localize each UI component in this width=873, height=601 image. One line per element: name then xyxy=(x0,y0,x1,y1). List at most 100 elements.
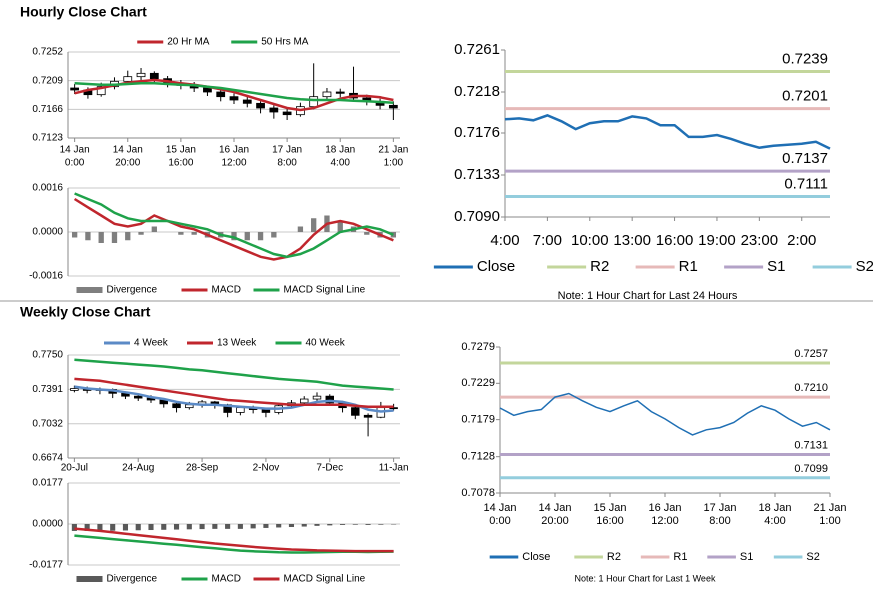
x-tick-label: 16:00 xyxy=(168,158,193,169)
x-tick-label: 4:00 xyxy=(490,232,519,249)
divergence-bar xyxy=(125,232,131,241)
x-tick-label: 14 Jan xyxy=(483,502,516,514)
chart-note: Note: 1 Hour Chart for Last 24 Hours xyxy=(558,290,738,302)
divergence-bar xyxy=(71,232,78,238)
candle-body xyxy=(236,407,245,413)
legend-label: MACD Signal Line xyxy=(284,574,366,585)
x-tick-label: 16:00 xyxy=(656,232,694,249)
y-tick-label: 0.7750 xyxy=(32,350,63,361)
x-tick-label: 21 Jan xyxy=(813,502,846,514)
divergence-bar xyxy=(297,226,304,232)
x-tick-label: 16:00 xyxy=(596,515,624,527)
legend-label: MACD xyxy=(212,574,241,585)
candle-body xyxy=(363,414,373,418)
y-tick-label: 0.7090 xyxy=(454,208,500,225)
y-tick-label: 0.0016 xyxy=(32,183,63,194)
x-tick-label: 16 Jan xyxy=(219,145,249,156)
y-tick-label: 0.7218 xyxy=(454,83,500,100)
candle-body xyxy=(136,72,146,78)
x-tick-label: 17 Jan xyxy=(272,145,302,156)
legend-label: 13 Week xyxy=(217,338,257,349)
divergence-bar xyxy=(352,524,358,525)
candle-body xyxy=(269,107,279,113)
candle-body xyxy=(325,395,335,404)
x-tick-label: 4:00 xyxy=(331,158,351,169)
level-label: 0.7201 xyxy=(782,88,828,105)
y-tick-label: 0.7229 xyxy=(461,377,495,389)
divergence-bar xyxy=(186,524,192,530)
x-tick-label: 23:00 xyxy=(741,232,779,249)
y-tick-label: -0.0016 xyxy=(29,271,63,282)
x-tick-label: 17 Jan xyxy=(703,502,736,514)
level-label: 0.7111 xyxy=(784,175,828,192)
y-tick-label: 0.7209 xyxy=(32,75,63,86)
x-tick-label: 10:00 xyxy=(571,232,609,249)
legend-label: MACD Signal Line xyxy=(284,285,366,296)
divergence-bar xyxy=(110,524,116,531)
x-tick-label: 7:00 xyxy=(533,232,562,249)
x-tick-label: 8:00 xyxy=(709,515,730,527)
legend-swatch xyxy=(76,287,103,293)
x-tick-label: 1:00 xyxy=(819,515,840,527)
legend-label: S1 xyxy=(740,551,753,563)
divergence-bar xyxy=(263,524,269,528)
series-line xyxy=(74,78,394,112)
level-label: 0.7210 xyxy=(794,382,828,394)
level-label: 0.7239 xyxy=(782,50,828,67)
y-tick-label: 0.7032 xyxy=(32,418,63,429)
candle-body xyxy=(312,395,322,400)
level-label: 0.7099 xyxy=(794,463,828,475)
divergence-bar xyxy=(276,524,282,528)
divergence-bar xyxy=(178,232,184,235)
x-tick-label: 15 Jan xyxy=(593,502,626,514)
candle-body xyxy=(242,99,252,104)
y-tick-label: -0.0177 xyxy=(29,560,63,571)
y-tick-label: 0.7078 xyxy=(461,487,495,499)
candle-body xyxy=(309,96,319,108)
y-tick-label: 0.0000 xyxy=(32,519,63,530)
candle-body xyxy=(133,395,143,399)
divergence-bar xyxy=(97,524,103,531)
divergence-bar xyxy=(231,232,237,241)
y-tick-label: 0.6674 xyxy=(32,453,63,464)
x-tick-label: 28-Sep xyxy=(186,463,219,474)
y-tick-label: 0.7128 xyxy=(461,451,495,463)
candle-body xyxy=(299,398,309,404)
candle-body xyxy=(216,91,226,98)
divergence-bar xyxy=(122,524,129,531)
series-line xyxy=(74,358,394,391)
legend-label: Divergence xyxy=(107,285,158,296)
candle-body xyxy=(388,104,398,109)
divergence-bar xyxy=(138,232,144,235)
candle-body xyxy=(149,72,159,80)
y-tick-label: 0.0177 xyxy=(32,478,63,489)
divergence-bar xyxy=(314,524,320,526)
x-tick-label: 12:00 xyxy=(651,515,679,527)
candle-body xyxy=(351,407,360,416)
legend-label: R2 xyxy=(607,551,621,563)
divergence-bar xyxy=(364,232,370,235)
legend-label: R1 xyxy=(673,551,687,563)
candle-body xyxy=(70,87,80,91)
y-tick-label: 0.7123 xyxy=(32,133,63,144)
y-tick-label: 0.7391 xyxy=(32,384,63,395)
legend-label: Close xyxy=(477,258,515,275)
candle-body xyxy=(261,409,271,413)
y-tick-label: 0.7166 xyxy=(32,104,63,115)
x-tick-label: 8:00 xyxy=(277,158,297,169)
x-tick-label: 20-Jul xyxy=(61,463,88,474)
legend-label: Close xyxy=(522,551,550,563)
y-tick-label: 0.7133 xyxy=(454,166,500,183)
y-tick-label: 0.7179 xyxy=(461,414,495,426)
legend-label: R2 xyxy=(590,258,609,275)
divergence-bar xyxy=(288,524,295,528)
divergence-bar xyxy=(199,524,205,530)
candle-body xyxy=(123,76,133,82)
level-label: 0.7137 xyxy=(782,150,828,167)
candle-body xyxy=(203,87,212,93)
legend-swatch xyxy=(76,576,103,582)
legend-label: 40 Week xyxy=(306,338,346,349)
divergence-bar xyxy=(327,524,333,526)
divergence-bar xyxy=(237,524,243,529)
